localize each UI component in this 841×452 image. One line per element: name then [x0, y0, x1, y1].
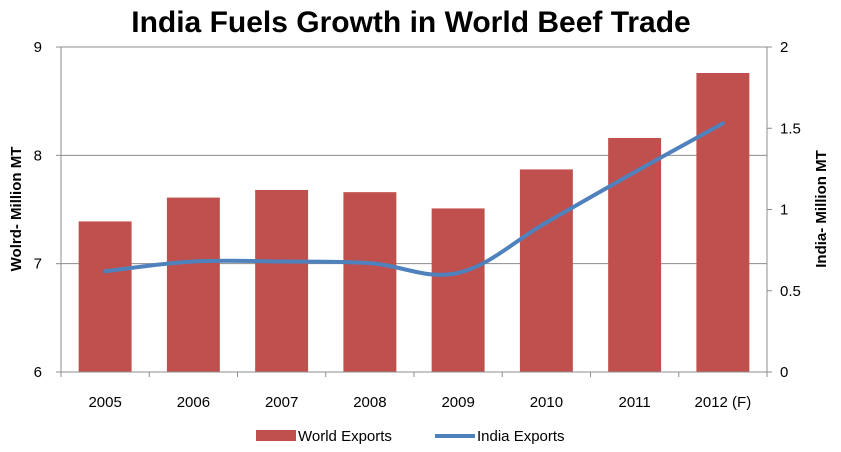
- bar-world-exports: [255, 190, 309, 372]
- right-tick-label: 0.5: [780, 283, 801, 300]
- right-tick-label: 0: [780, 364, 788, 381]
- legend-label-india-exports: India Exports: [477, 428, 565, 445]
- x-tick-label: 2007: [265, 394, 298, 411]
- x-tick-label: 2005: [88, 394, 121, 411]
- x-tick-label: 2010: [530, 394, 563, 411]
- legend: World Exports India Exports: [256, 428, 565, 445]
- left-tick-label: 7: [34, 256, 42, 273]
- bar-world-exports: [78, 221, 132, 372]
- legend-label-world-exports: World Exports: [298, 428, 392, 445]
- x-tick-label: 2008: [353, 394, 386, 411]
- legend-swatch-world-exports: [256, 430, 296, 441]
- bar-world-exports: [343, 192, 397, 372]
- right-tick-label: 2: [780, 39, 788, 56]
- bar-world-exports: [431, 208, 485, 372]
- india-exports-line: [103, 121, 725, 277]
- right-axis-label: India- Million MT: [813, 150, 830, 267]
- x-tick-label: 2011: [618, 394, 650, 411]
- bars: [78, 73, 750, 372]
- bar-world-exports: [696, 73, 750, 372]
- bar-world-exports: [608, 138, 662, 372]
- left-tick-label: 9: [34, 39, 42, 56]
- bar-world-exports: [519, 169, 573, 372]
- x-tick-label: 2009: [441, 394, 474, 411]
- left-tick-label: 6: [34, 364, 42, 381]
- bar-world-exports: [166, 197, 220, 372]
- chart-title: India Fuels Growth in World Beef Trade: [131, 6, 691, 39]
- right-axis-ticks: 0 0.5 1 1.5 2: [767, 39, 801, 381]
- right-tick-label: 1.5: [780, 120, 801, 137]
- right-tick-label: 1: [780, 202, 788, 219]
- x-tick-label: 2006: [177, 394, 210, 411]
- x-axis-ticks: 2005 2006 2007 2008 2009 2010 2011 2012 (F): [60, 372, 768, 411]
- left-axis-ticks: 6 7 8 9: [34, 39, 61, 381]
- x-tick-label: 2012 (F): [695, 394, 752, 411]
- left-tick-label: 8: [34, 147, 42, 164]
- left-axis-label: Wolrd- Million MT: [8, 147, 25, 272]
